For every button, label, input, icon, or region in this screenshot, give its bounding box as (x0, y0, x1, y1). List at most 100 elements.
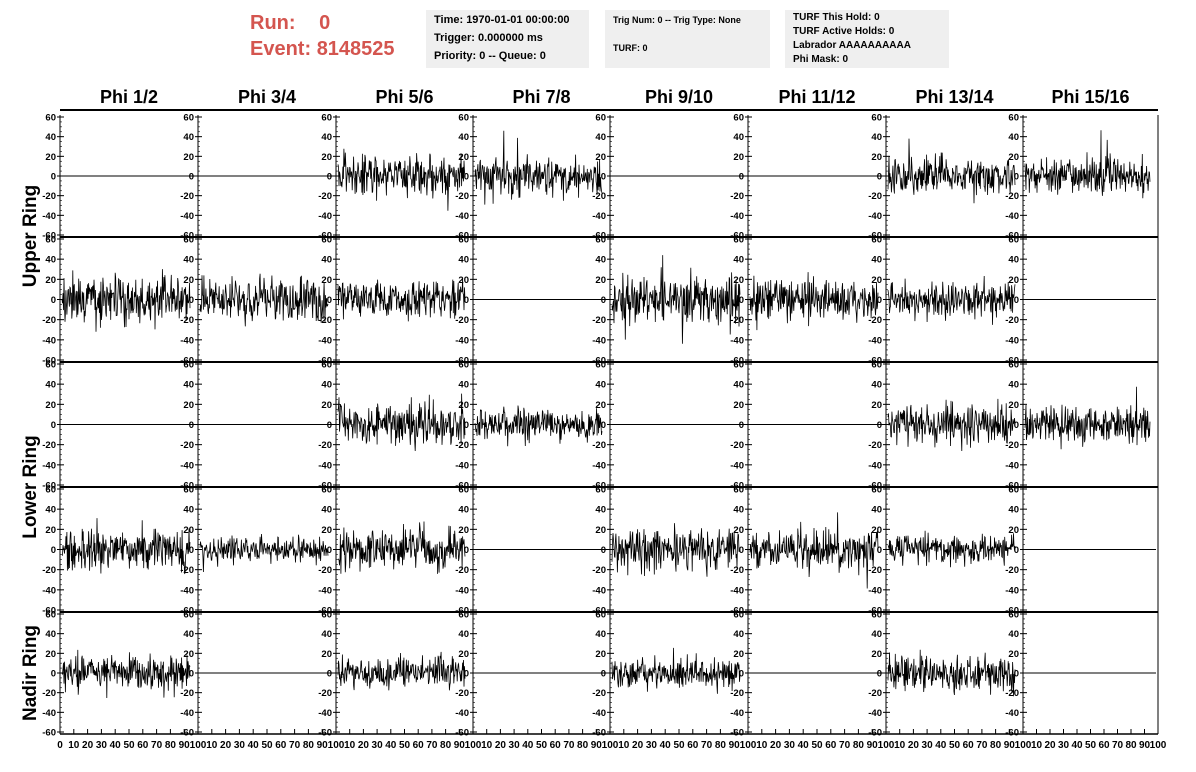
turf-info-box: TURF This Hold: 0 TURF Active Holds: 0 L… (785, 10, 949, 68)
y-tick-label-lower-1-2-6: -60 (180, 481, 194, 492)
y-tick-label-lower-2-2-5: -40 (180, 585, 194, 596)
y-tick-label-lower-1-7-0: 60 (871, 360, 882, 371)
x-tick-label-8-7: 80 (1125, 740, 1137, 751)
y-tick-label-lower-1-1-4: -20 (42, 440, 56, 451)
y-tick-label-upper-2-3-4: -20 (318, 315, 332, 326)
y-tick-label-lower-2-8-6: -60 (1005, 606, 1019, 617)
y-tick-label-nadir-2-2: 20 (183, 649, 194, 660)
y-tick-label-upper-1-2-2: 20 (183, 152, 194, 163)
priority-line: Priority: 0 -- Queue: 0 (434, 50, 546, 62)
waveform-lower-1-3 (337, 393, 466, 452)
y-tick-label-nadir-8-2: 20 (1008, 649, 1019, 660)
x-tick-label-4-7: 80 (577, 740, 589, 751)
y-tick-label-lower-1-4-1: 40 (458, 380, 469, 391)
y-tick-label-upper-1-2-3: 0 (189, 172, 194, 183)
x-tick-label-7-8: 90 (1004, 740, 1016, 751)
ring-label-nadir-ring: Nadir Ring (20, 625, 41, 721)
x-tick-label-3-7: 80 (440, 740, 452, 751)
y-tick-label-upper-1-4-4: -20 (455, 191, 469, 202)
x-tick-label-8-9: 100 (1150, 740, 1167, 751)
y-tick-label-upper-2-2-6: -60 (180, 356, 194, 367)
y-tick-label-lower-1-1-5: -40 (42, 460, 56, 471)
y-tick-label-upper-2-5-1: 40 (595, 255, 606, 266)
y-tick-label-upper-1-7-4: -20 (868, 191, 882, 202)
y-tick-label-upper-1-2-4: -20 (180, 191, 194, 202)
y-tick-label-upper-2-6-5: -40 (730, 335, 744, 346)
y-tick-label-lower-2-8-2: 20 (1008, 525, 1019, 536)
y-tick-label-lower-1-7-3: 0 (877, 420, 882, 431)
y-tick-label-upper-2-1-6: -60 (42, 356, 56, 367)
y-tick-label-lower-1-8-4: -20 (1005, 440, 1019, 451)
y-tick-label-lower-1-2-0: 60 (183, 360, 194, 371)
y-tick-label-upper-1-3-4: -20 (318, 191, 332, 202)
y-tick-label-upper-1-1-6: -60 (42, 231, 56, 242)
y-tick-label-lower-1-3-0: 60 (321, 360, 332, 371)
y-tick-label-lower-1-3-5: -40 (318, 460, 332, 471)
y-tick-label-nadir-4-5: -40 (455, 708, 469, 719)
y-tick-label-upper-2-5-2: 20 (595, 275, 606, 286)
y-tick-label-upper-2-7-4: -20 (868, 315, 882, 326)
y-tick-label-nadir-6-5: -40 (730, 708, 744, 719)
ring-label-lower-ring: Lower Ring (20, 435, 41, 538)
column-header-3: Phi 5/6 (375, 87, 433, 107)
y-tick-label-lower-2-8-4: -20 (1005, 565, 1019, 576)
y-tick-label-lower-1-4-4: -20 (455, 440, 469, 451)
y-tick-label-upper-1-8-1: 40 (1008, 132, 1019, 143)
y-tick-label-lower-2-3-2: 20 (321, 525, 332, 536)
y-tick-label-nadir-3-1: 40 (321, 629, 332, 640)
y-tick-label-nadir-7-3: 0 (877, 669, 882, 680)
trigger-line: Trigger: 0.000000 ms (434, 32, 543, 44)
y-tick-label-lower-1-3-4: -20 (318, 440, 332, 451)
labrador-line: Labrador AAAAAAAAAA (793, 40, 911, 51)
y-tick-label-upper-1-5-1: 40 (595, 132, 606, 143)
y-tick-label-lower-2-1-2: 20 (45, 525, 56, 536)
y-tick-label-nadir-6-3: 0 (739, 669, 744, 680)
x-tick-label-1-5: 50 (123, 740, 135, 751)
y-tick-label-upper-1-3-5: -40 (318, 211, 332, 222)
y-tick-label-upper-2-8-3: 0 (1014, 295, 1019, 306)
y-tick-label-lower-2-1-3: 0 (51, 545, 56, 556)
x-tick-label-4-4: 50 (536, 740, 548, 751)
x-tick-label-7-5: 60 (963, 740, 975, 751)
y-tick-label-lower-1-3-1: 40 (321, 380, 332, 391)
y-tick-label-lower-1-8-6: -60 (1005, 481, 1019, 492)
waveform-upper-2-7 (887, 275, 1016, 325)
x-tick-label-7-3: 40 (935, 740, 947, 751)
y-tick-label-lower-1-5-6: -60 (592, 481, 606, 492)
y-tick-label-lower-2-6-1: 40 (733, 505, 744, 516)
y-tick-label-upper-2-1-0: 60 (45, 235, 56, 246)
y-tick-label-lower-2-4-1: 40 (458, 505, 469, 516)
x-tick-label-8-2: 30 (1058, 740, 1070, 751)
x-tick-label-2-8: 90 (317, 740, 329, 751)
y-tick-label-upper-2-5-0: 60 (595, 235, 606, 246)
event-label: Event: (250, 38, 312, 60)
y-tick-label-upper-2-6-2: 20 (733, 275, 744, 286)
time-info-box: Time: 1970-01-01 00:00:00 Trigger: 0.000… (426, 10, 589, 68)
y-tick-label-upper-1-8-4: -20 (1005, 191, 1019, 202)
y-tick-label-upper-1-6-0: 60 (733, 113, 744, 124)
waveform-nadir-3 (337, 651, 466, 691)
y-tick-label-upper-1-7-2: 20 (871, 152, 882, 163)
x-tick-label-6-8: 90 (867, 740, 879, 751)
y-tick-label-nadir-7-5: -40 (868, 708, 882, 719)
x-tick-label-4-1: 20 (495, 740, 507, 751)
y-tick-label-nadir-1-5: -40 (42, 708, 56, 719)
x-tick-label-3-5: 60 (413, 740, 425, 751)
y-tick-label-upper-1-5-6: -60 (592, 231, 606, 242)
x-tick-label-2-2: 30 (234, 740, 246, 751)
y-tick-label-nadir-3-3: 0 (327, 669, 332, 680)
y-tick-label-nadir-4-4: -20 (455, 688, 469, 699)
y-tick-label-upper-1-7-5: -40 (868, 211, 882, 222)
x-tick-label-7-7: 80 (990, 740, 1002, 751)
y-tick-label-upper-1-6-2: 20 (733, 152, 744, 163)
x-tick-label-7-9: 100 (1015, 740, 1032, 751)
y-tick-label-lower-1-1-2: 20 (45, 400, 56, 411)
y-tick-label-lower-1-2-5: -40 (180, 460, 194, 471)
y-tick-label-upper-1-3-1: 40 (321, 132, 332, 143)
y-tick-label-upper-1-8-5: -40 (1005, 211, 1019, 222)
y-tick-label-upper-2-3-1: 40 (321, 255, 332, 266)
ring-label-upper-ring: Upper Ring (20, 185, 41, 287)
y-tick-label-nadir-7-6: -60 (868, 728, 882, 739)
run-value: 0 (319, 12, 331, 34)
y-tick-label-lower-2-5-3: 0 (601, 545, 606, 556)
